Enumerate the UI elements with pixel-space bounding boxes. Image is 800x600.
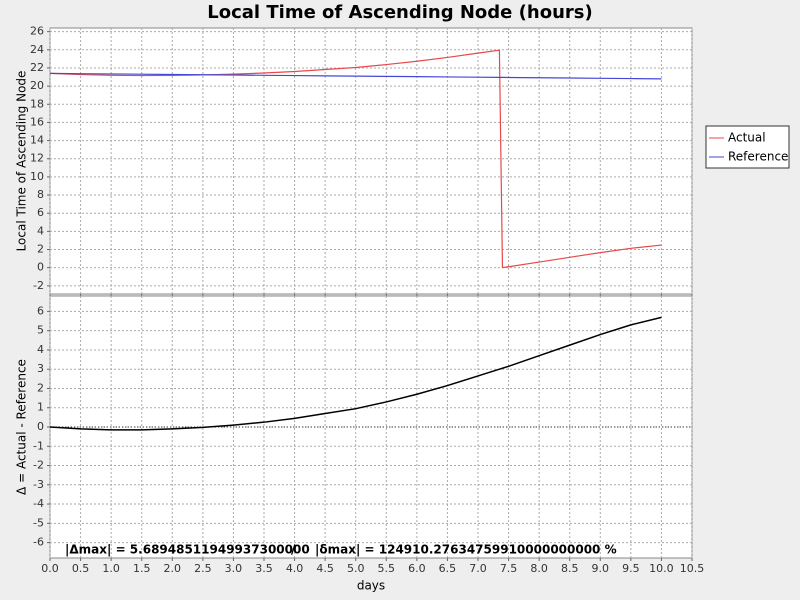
x-tick-label: 9.5 bbox=[622, 562, 640, 575]
y-tick-label: 6 bbox=[37, 206, 44, 219]
x-tick-label: 10.5 bbox=[680, 562, 705, 575]
y-tick-label: -2 bbox=[33, 459, 44, 472]
y-tick-label: 0 bbox=[37, 420, 44, 433]
y-tick-label: 20 bbox=[30, 79, 44, 92]
y-tick-label: 8 bbox=[37, 188, 44, 201]
y-tick-label: 3 bbox=[37, 362, 44, 375]
y-tick-label: 6 bbox=[37, 304, 44, 317]
series-line bbox=[49, 49, 662, 269]
y-tick-label: 18 bbox=[30, 97, 44, 110]
x-tick-label: 2.0 bbox=[164, 562, 182, 575]
x-tick-label: 1.0 bbox=[102, 562, 120, 575]
x-tick-label: 8.5 bbox=[561, 562, 579, 575]
x-tick-label: 0.0 bbox=[41, 562, 59, 575]
legend-box bbox=[705, 125, 790, 169]
legend-label: Actual bbox=[728, 131, 766, 145]
y-tick-label: 26 bbox=[30, 25, 44, 38]
y-tick-label: 22 bbox=[30, 61, 44, 74]
x-tick-label: 6.5 bbox=[439, 562, 457, 575]
y-tick-label: -2 bbox=[33, 279, 44, 292]
x-tick-label: 3.5 bbox=[255, 562, 273, 575]
y-tick-label: 16 bbox=[30, 115, 44, 128]
y-tick-label: 10 bbox=[30, 170, 44, 183]
y-tick-label: 1 bbox=[37, 401, 44, 414]
y-tick-label: 12 bbox=[30, 152, 44, 165]
x-tick-label: 9.0 bbox=[592, 562, 610, 575]
y-tick-label: 5 bbox=[37, 324, 44, 337]
annotation: / bbox=[291, 543, 296, 557]
x-tick-label: 7.0 bbox=[469, 562, 487, 575]
y-tick-label: -6 bbox=[33, 536, 44, 549]
x-tick-label: 4.5 bbox=[316, 562, 334, 575]
y-tick-label: 2 bbox=[37, 243, 44, 256]
x-tick-label: 1.5 bbox=[133, 562, 151, 575]
annotation: |Δmax| = 5.68948511949937300000 bbox=[65, 543, 310, 557]
x-tick-label: 0.5 bbox=[72, 562, 90, 575]
y-axis-label: Δ = Actual - Reference bbox=[15, 359, 29, 495]
y-tick-label: 2 bbox=[37, 381, 44, 394]
x-tick-label: 4.0 bbox=[286, 562, 304, 575]
x-tick-label: 5.0 bbox=[347, 562, 365, 575]
x-tick-label: 8.0 bbox=[530, 562, 548, 575]
y-axis-label: Local Time of Ascending Node bbox=[15, 71, 29, 252]
y-tick-label: -4 bbox=[33, 497, 44, 510]
y-tick-label: 4 bbox=[37, 224, 44, 237]
y-tick-label: 0 bbox=[37, 261, 44, 274]
x-tick-label: 7.5 bbox=[500, 562, 518, 575]
series-line bbox=[49, 72, 662, 80]
y-tick-label: -3 bbox=[33, 478, 44, 491]
legend-label: Reference bbox=[728, 150, 788, 164]
x-tick-label: 5.5 bbox=[378, 562, 396, 575]
y-tick-label: -1 bbox=[33, 439, 44, 452]
x-axis-label: days bbox=[357, 579, 385, 593]
series-line bbox=[49, 316, 662, 431]
y-tick-label: 14 bbox=[30, 134, 44, 147]
annotation: |δmax| = 124910.27634759910000000000 % bbox=[315, 543, 617, 557]
x-tick-label: 6.0 bbox=[408, 562, 426, 575]
x-tick-label: 3.0 bbox=[225, 562, 243, 575]
x-tick-label: 10.0 bbox=[649, 562, 674, 575]
y-tick-label: -5 bbox=[33, 516, 44, 529]
chart-title: Local Time of Ascending Node (hours) bbox=[207, 2, 592, 23]
y-tick-label: 24 bbox=[30, 43, 44, 56]
y-tick-label: 4 bbox=[37, 343, 44, 356]
x-tick-label: 2.5 bbox=[194, 562, 212, 575]
